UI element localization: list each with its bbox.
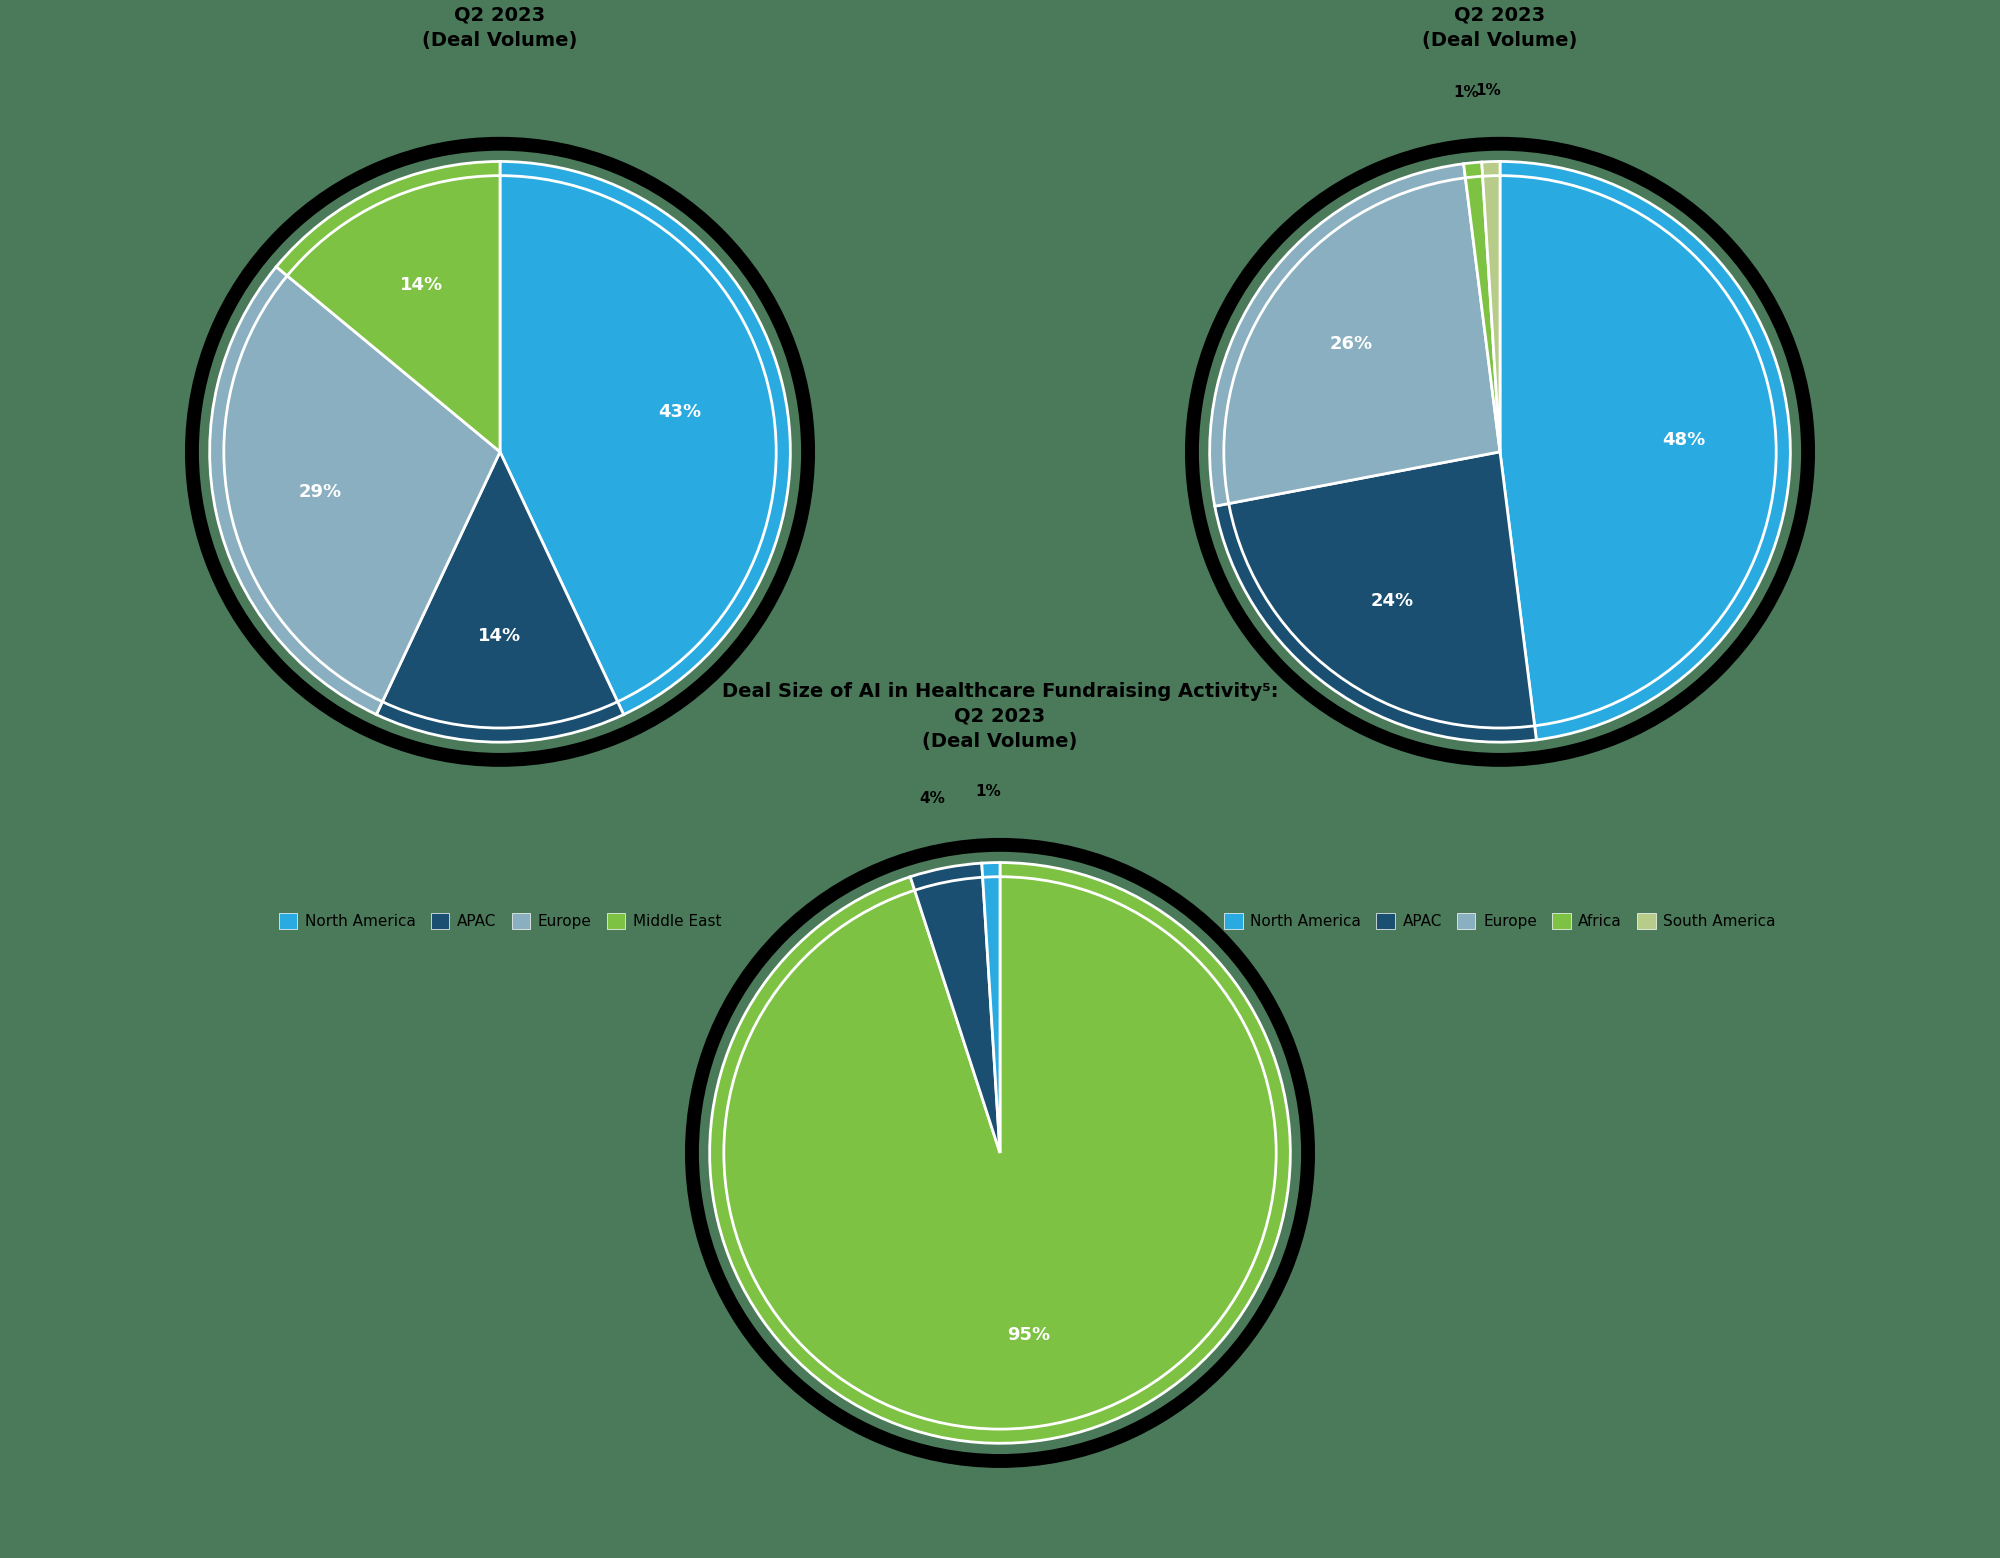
Wedge shape bbox=[1500, 162, 1790, 740]
Title: Geographic Spread of AI in Healthcare M&A Activity:
Q2 2023
(Deal Volume): Geographic Spread of AI in Healthcare M&… bbox=[210, 0, 790, 50]
Title: Geographic Spread of AI in Healthcare Fundraising Activity:
Q2 2023
(Deal Volume: Geographic Spread of AI in Healthcare Fu… bbox=[1172, 0, 1828, 50]
Title: Deal Size of AI in Healthcare Fundraising Activity⁵:
Q2 2023
(Deal Volume): Deal Size of AI in Healthcare Fundraisin… bbox=[722, 682, 1278, 751]
Text: 29%: 29% bbox=[298, 483, 342, 502]
Wedge shape bbox=[910, 863, 1000, 1153]
Legend: North America, APAC, Europe, Middle East: North America, APAC, Europe, Middle East bbox=[272, 907, 728, 935]
Text: 1%: 1% bbox=[1476, 83, 1502, 98]
Text: 48%: 48% bbox=[1662, 432, 1706, 449]
Wedge shape bbox=[1482, 162, 1500, 452]
Wedge shape bbox=[210, 266, 500, 715]
Wedge shape bbox=[1210, 164, 1500, 506]
Wedge shape bbox=[1464, 162, 1500, 452]
Text: 14%: 14% bbox=[478, 626, 522, 645]
Wedge shape bbox=[982, 863, 1000, 1153]
Text: 14%: 14% bbox=[400, 276, 444, 294]
Wedge shape bbox=[500, 162, 790, 715]
Text: 1%: 1% bbox=[1454, 84, 1478, 100]
Wedge shape bbox=[376, 452, 624, 742]
Text: 4%: 4% bbox=[920, 790, 946, 805]
Wedge shape bbox=[710, 863, 1290, 1443]
Wedge shape bbox=[1214, 452, 1536, 742]
Text: 26%: 26% bbox=[1330, 335, 1372, 352]
Text: 1%: 1% bbox=[976, 784, 1002, 799]
Text: 95%: 95% bbox=[1008, 1326, 1050, 1345]
Legend: North America, APAC, Europe, Africa, South America: North America, APAC, Europe, Africa, Sou… bbox=[1218, 907, 1782, 935]
Text: 43%: 43% bbox=[658, 402, 702, 421]
Wedge shape bbox=[276, 162, 500, 452]
Text: 24%: 24% bbox=[1370, 592, 1414, 609]
